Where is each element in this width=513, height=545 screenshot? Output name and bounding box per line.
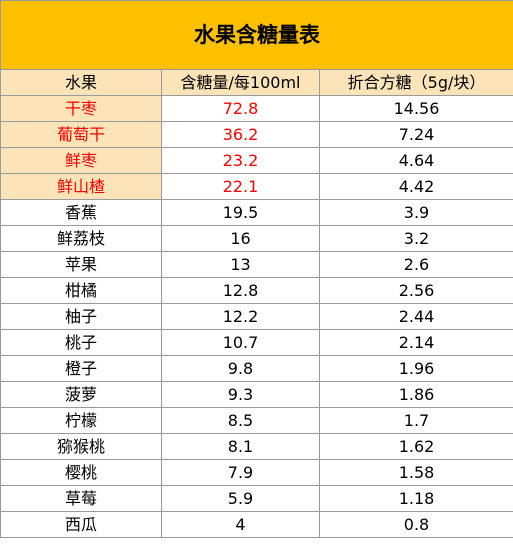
sugar-cubes-cell[interactable]: 1.58 <box>318 459 513 486</box>
table-row: 菠萝 9.3 1.86 <box>0 381 513 408</box>
table-row: 葡萄干 36.2 7.24 <box>0 121 513 148</box>
sugar-content-cell[interactable]: 19.5 <box>161 199 320 226</box>
sugar-content-cell[interactable]: 4 <box>161 511 320 538</box>
sugar-cubes-cell[interactable]: 2.56 <box>318 277 513 304</box>
sugar-cubes-cell[interactable]: 0.8 <box>318 511 513 538</box>
sugar-cubes-cell[interactable]: 2.6 <box>318 251 513 278</box>
sugar-cubes-cell[interactable]: 2.14 <box>318 329 513 356</box>
sugar-content-cell[interactable]: 72.8 <box>161 95 320 122</box>
sugar-content-cell[interactable]: 8.5 <box>161 407 320 434</box>
fruit-name-cell[interactable]: 葡萄干 <box>0 121 162 148</box>
sugar-cubes-cell[interactable]: 3.2 <box>318 225 513 252</box>
fruit-name-cell[interactable]: 樱桃 <box>0 459 162 486</box>
sugar-cubes-cell[interactable]: 1.86 <box>318 381 513 408</box>
sugar-content-cell[interactable]: 5.9 <box>161 485 320 512</box>
table-row: 香蕉 19.5 3.9 <box>0 199 513 226</box>
sugar-content-cell[interactable]: 36.2 <box>161 121 320 148</box>
title-row: 水果含糖量表 <box>0 0 513 70</box>
table-row: 鲜山楂 22.1 4.42 <box>0 173 513 200</box>
table-row: 柚子 12.2 2.44 <box>0 303 513 330</box>
sugar-cubes-cell[interactable]: 7.24 <box>318 121 513 148</box>
sugar-cubes-cell[interactable]: 1.96 <box>318 355 513 382</box>
sugar-content-cell[interactable]: 22.1 <box>161 173 320 200</box>
fruit-name-cell[interactable]: 香蕉 <box>0 199 162 226</box>
column-header-cubes[interactable]: 折合方糖（5g/块） <box>318 69 513 96</box>
table-row: 猕猴桃 8.1 1.62 <box>0 433 513 460</box>
fruit-name-cell[interactable]: 西瓜 <box>0 511 162 538</box>
fruit-name-cell[interactable]: 菠萝 <box>0 381 162 408</box>
table-row: 鲜枣 23.2 4.64 <box>0 147 513 174</box>
fruit-name-cell[interactable]: 猕猴桃 <box>0 433 162 460</box>
fruit-name-cell[interactable]: 柚子 <box>0 303 162 330</box>
fruit-name-cell[interactable]: 草莓 <box>0 485 162 512</box>
sugar-content-cell[interactable]: 13 <box>161 251 320 278</box>
fruit-name-cell[interactable]: 柑橘 <box>0 277 162 304</box>
header-row: 水果 含糖量/每100ml 折合方糖（5g/块） <box>0 69 513 96</box>
table-row: 橙子 9.8 1.96 <box>0 355 513 382</box>
sugar-content-cell[interactable]: 9.8 <box>161 355 320 382</box>
column-header-sugar[interactable]: 含糖量/每100ml <box>161 69 320 96</box>
table-row: 鲜荔枝 16 3.2 <box>0 225 513 252</box>
sugar-cubes-cell[interactable]: 2.44 <box>318 303 513 330</box>
fruit-name-cell[interactable]: 苹果 <box>0 251 162 278</box>
fruit-name-cell[interactable]: 鲜枣 <box>0 147 162 174</box>
table-row: 樱桃 7.9 1.58 <box>0 459 513 486</box>
sugar-cubes-cell[interactable]: 1.7 <box>318 407 513 434</box>
sugar-content-cell[interactable]: 10.7 <box>161 329 320 356</box>
sugar-content-cell[interactable]: 12.8 <box>161 277 320 304</box>
sugar-cubes-cell[interactable]: 1.18 <box>318 485 513 512</box>
column-header-fruit[interactable]: 水果 <box>0 69 162 96</box>
sugar-cubes-cell[interactable]: 4.42 <box>318 173 513 200</box>
table-row: 柑橘 12.8 2.56 <box>0 277 513 304</box>
sugar-content-cell[interactable]: 7.9 <box>161 459 320 486</box>
sugar-content-cell[interactable]: 8.1 <box>161 433 320 460</box>
sugar-cubes-cell[interactable]: 3.9 <box>318 199 513 226</box>
sugar-content-cell[interactable]: 9.3 <box>161 381 320 408</box>
table-row: 柠檬 8.5 1.7 <box>0 407 513 434</box>
fruit-name-cell[interactable]: 橙子 <box>0 355 162 382</box>
fruit-name-cell[interactable]: 柠檬 <box>0 407 162 434</box>
table-title[interactable]: 水果含糖量表 <box>0 0 513 70</box>
table-row: 西瓜 4 0.8 <box>0 511 513 538</box>
sugar-cubes-cell[interactable]: 4.64 <box>318 147 513 174</box>
sugar-content-cell[interactable]: 16 <box>161 225 320 252</box>
table-row: 干枣 72.8 14.56 <box>0 95 513 122</box>
fruit-name-cell[interactable]: 鲜山楂 <box>0 173 162 200</box>
sugar-cubes-cell[interactable]: 1.62 <box>318 433 513 460</box>
table-row: 草莓 5.9 1.18 <box>0 485 513 512</box>
fruit-name-cell[interactable]: 桃子 <box>0 329 162 356</box>
sugar-cubes-cell[interactable]: 14.56 <box>318 95 513 122</box>
sugar-content-cell[interactable]: 23.2 <box>161 147 320 174</box>
table-row: 桃子 10.7 2.14 <box>0 329 513 356</box>
fruit-name-cell[interactable]: 鲜荔枝 <box>0 225 162 252</box>
table-row: 苹果 13 2.6 <box>0 251 513 278</box>
fruit-name-cell[interactable]: 干枣 <box>0 95 162 122</box>
sugar-content-cell[interactable]: 12.2 <box>161 303 320 330</box>
